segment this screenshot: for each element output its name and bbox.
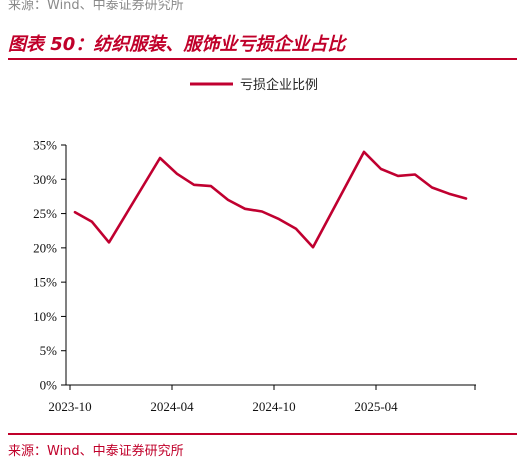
figure-title: 图表 50：纺织服装、服饰业亏损企业占比 (8, 34, 346, 55)
chart-legend: 亏损企业比例 (190, 77, 318, 93)
y-tick-label: 5% (40, 343, 58, 358)
y-tick-label: 0% (40, 378, 58, 393)
y-tick-label: 10% (33, 309, 57, 324)
legend-label: 亏损企业比例 (240, 77, 318, 93)
x-tick-label: 2024-10 (252, 399, 295, 414)
title-divider (8, 58, 517, 60)
y-tick-label: 20% (33, 240, 57, 255)
top-source-text: 来源：Wind、中泰证券研究所 (8, 0, 184, 13)
x-tick-label: 2023-10 (48, 399, 91, 414)
y-tick-label: 35% (33, 138, 57, 153)
series-line (73, 150, 468, 249)
footer-source-text: 来源：Wind、中泰证券研究所 (8, 444, 184, 459)
y-tick-label: 15% (33, 275, 57, 290)
x-tick-label: 2025-04 (354, 399, 398, 414)
x-tick-label: 2024-04 (150, 399, 194, 414)
y-tick-label: 30% (33, 172, 57, 187)
chart-axes: 0% 5% 10% 15% 20% 25% 30% 35% 2023-10 2024-04 2024… (33, 138, 476, 414)
series-layer (73, 150, 468, 249)
y-tick-label: 25% (33, 206, 57, 221)
footer-divider (8, 433, 517, 435)
